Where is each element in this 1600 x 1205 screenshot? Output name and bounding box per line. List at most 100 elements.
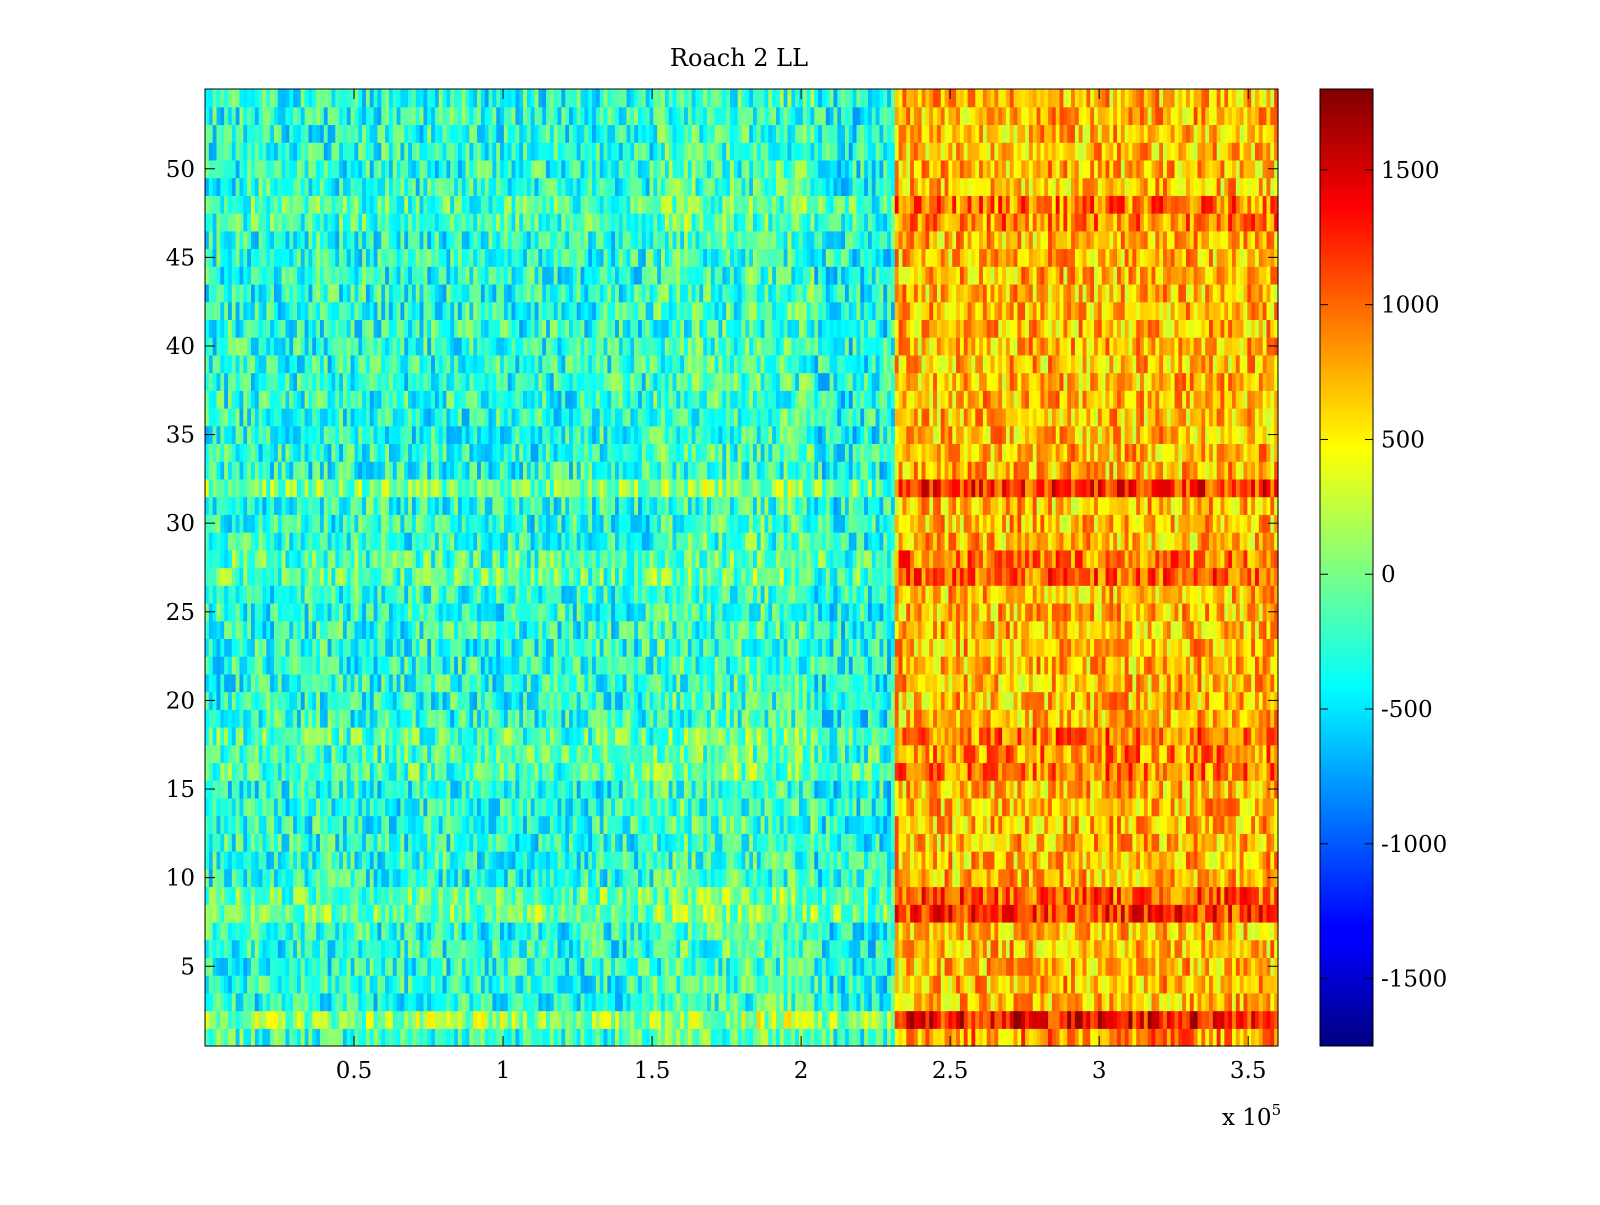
heatmap-cell bbox=[1236, 833, 1240, 851]
heatmap-cell bbox=[975, 816, 979, 834]
heatmap-cell bbox=[1190, 887, 1194, 905]
heatmap-cell bbox=[791, 762, 795, 780]
heatmap-cell bbox=[642, 1028, 646, 1046]
heatmap-cell bbox=[362, 851, 366, 869]
heatmap-cell bbox=[1255, 762, 1259, 780]
heatmap-cell bbox=[1194, 922, 1198, 940]
heatmap-cell bbox=[719, 762, 723, 780]
heatmap-cell bbox=[535, 833, 539, 851]
heatmap-cell bbox=[259, 851, 263, 869]
heatmap-cell bbox=[592, 904, 596, 922]
heatmap-cell bbox=[780, 940, 784, 958]
heatmap-cell bbox=[971, 869, 975, 887]
heatmap-cell bbox=[822, 1011, 826, 1029]
heatmap-cell bbox=[887, 922, 891, 940]
heatmap-cell bbox=[278, 727, 282, 745]
heatmap-cell bbox=[542, 745, 546, 763]
heatmap-cell bbox=[251, 869, 255, 887]
heatmap-cell bbox=[1052, 940, 1056, 958]
heatmap-cell bbox=[971, 922, 975, 940]
heatmap-cell bbox=[799, 993, 803, 1011]
heatmap-cell bbox=[1205, 833, 1209, 851]
heatmap-cell bbox=[952, 780, 956, 798]
heatmap-cell bbox=[615, 762, 619, 780]
heatmap-cell bbox=[577, 869, 581, 887]
heatmap-cell bbox=[833, 922, 837, 940]
heatmap-cell bbox=[810, 957, 814, 975]
heatmap-cell bbox=[906, 869, 910, 887]
heatmap-cell bbox=[569, 727, 573, 745]
heatmap-cell bbox=[565, 993, 569, 1011]
heatmap-cell bbox=[1117, 869, 1121, 887]
heatmap-cell bbox=[466, 1011, 470, 1029]
heatmap-cell bbox=[217, 780, 221, 798]
heatmap-cell bbox=[423, 940, 427, 958]
heatmap-cell bbox=[416, 1011, 420, 1029]
heatmap-cell bbox=[1090, 922, 1094, 940]
heatmap-cell bbox=[270, 851, 274, 869]
heatmap-cell bbox=[278, 833, 282, 851]
heatmap-cell bbox=[596, 975, 600, 993]
heatmap-cell bbox=[293, 762, 297, 780]
heatmap-cell bbox=[971, 904, 975, 922]
heatmap-cell bbox=[1071, 922, 1075, 940]
heatmap-cell bbox=[262, 940, 266, 958]
heatmap-cell bbox=[519, 851, 523, 869]
heatmap-cell bbox=[1125, 922, 1129, 940]
heatmap-cell bbox=[1263, 816, 1267, 834]
heatmap-cell bbox=[542, 904, 546, 922]
heatmap-cell bbox=[753, 869, 757, 887]
heatmap-cell bbox=[696, 833, 700, 851]
heatmap-cell bbox=[416, 869, 420, 887]
heatmap-cell bbox=[274, 993, 278, 1011]
heatmap-cell bbox=[477, 975, 481, 993]
heatmap-cell bbox=[412, 869, 416, 887]
heatmap-cell bbox=[485, 851, 489, 869]
heatmap-cell bbox=[358, 833, 362, 851]
heatmap-cell bbox=[554, 940, 558, 958]
heatmap-cell bbox=[1071, 887, 1075, 905]
heatmap-cell bbox=[301, 887, 305, 905]
heatmap-cell bbox=[994, 1028, 998, 1046]
heatmap-cell bbox=[826, 762, 830, 780]
heatmap-cell bbox=[784, 745, 788, 763]
heatmap-cell bbox=[588, 993, 592, 1011]
heatmap-cell bbox=[285, 816, 289, 834]
heatmap-cell bbox=[826, 1028, 830, 1046]
heatmap-cell bbox=[408, 869, 412, 887]
heatmap-cell bbox=[1021, 940, 1025, 958]
heatmap-cell bbox=[305, 745, 309, 763]
heatmap-cell bbox=[776, 727, 780, 745]
heatmap-cell bbox=[941, 745, 945, 763]
heatmap-cell bbox=[366, 993, 370, 1011]
heatmap-cell bbox=[485, 957, 489, 975]
heatmap-cell bbox=[1247, 833, 1251, 851]
heatmap-cell bbox=[285, 869, 289, 887]
heatmap-cell bbox=[1094, 762, 1098, 780]
heatmap-cell bbox=[370, 780, 374, 798]
heatmap-cell bbox=[305, 887, 309, 905]
heatmap-cell bbox=[1205, 922, 1209, 940]
heatmap-cell bbox=[922, 887, 926, 905]
heatmap-cell bbox=[987, 975, 991, 993]
heatmap-cell bbox=[577, 851, 581, 869]
heatmap-cell bbox=[856, 869, 860, 887]
heatmap-cell bbox=[362, 957, 366, 975]
heatmap-cell bbox=[1109, 745, 1113, 763]
heatmap-cell bbox=[1201, 940, 1205, 958]
heatmap-cell bbox=[1106, 904, 1110, 922]
heatmap-cell bbox=[872, 1028, 876, 1046]
heatmap-cell bbox=[573, 851, 577, 869]
heatmap-cell bbox=[420, 1028, 424, 1046]
heatmap-cell bbox=[1083, 727, 1087, 745]
heatmap-cell bbox=[546, 851, 550, 869]
heatmap-cell bbox=[542, 833, 546, 851]
heatmap-cell bbox=[619, 727, 623, 745]
heatmap-cell bbox=[1090, 993, 1094, 1011]
heatmap-cell bbox=[1267, 833, 1271, 851]
heatmap-cell bbox=[1152, 904, 1156, 922]
heatmap-cell bbox=[247, 975, 251, 993]
heatmap-cell bbox=[680, 922, 684, 940]
heatmap-cell bbox=[297, 851, 301, 869]
